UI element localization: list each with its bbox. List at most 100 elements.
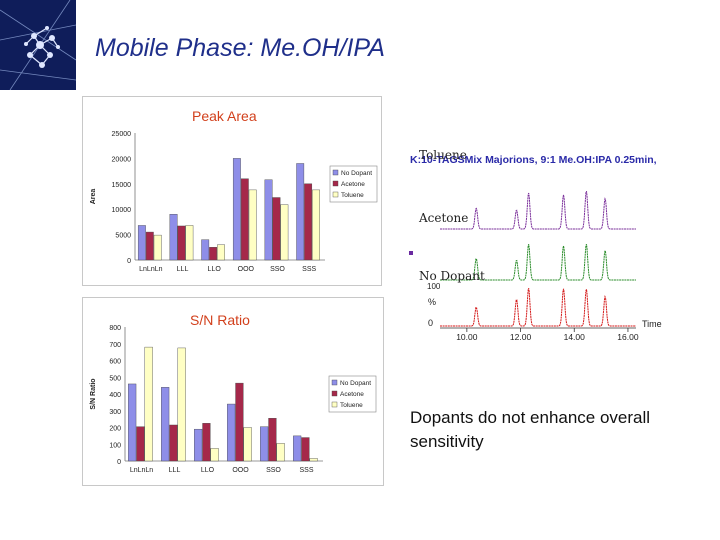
peak-area-title: Peak Area: [192, 108, 257, 124]
y-tick-label: 800: [109, 325, 121, 332]
x-tick-label: 14.00: [564, 332, 586, 342]
legend-swatch: [331, 390, 338, 397]
trace-label-acetone: Acetone: [419, 211, 469, 225]
y-tick-label: 600: [109, 359, 121, 366]
bar-acetone-lnlnln: [145, 231, 154, 261]
bar-no-dopant-sss: [296, 163, 305, 261]
trace-marker: [409, 251, 413, 255]
y-label-zero: 0: [428, 318, 433, 328]
x-tick-label: OOO: [238, 266, 255, 273]
x-axis-label: Time: [642, 319, 662, 329]
y-tick-label: 0: [127, 258, 131, 265]
y-tick-label: 500: [109, 375, 121, 382]
bar-acetone-sss: [301, 437, 310, 462]
x-tick-label: LnLnLn: [139, 266, 162, 273]
y-tick-label: 400: [109, 392, 121, 399]
y-tick-label: 200: [109, 426, 121, 433]
chromatogram-header: K:10-TAGSMix Majorions, 9:1 Me.OH:IPA 0.…: [410, 154, 657, 166]
bar-acetone-lll: [169, 424, 178, 462]
legend-label: Toluene: [341, 192, 364, 199]
bar-toluene-lnlnln: [144, 346, 153, 462]
bar-acetone-lnlnln: [136, 426, 145, 462]
sn-ratio-title: S/N Ratio: [190, 312, 250, 328]
legend-swatch: [332, 191, 339, 198]
bar-toluene-sss: [312, 189, 320, 261]
conclusion-note: Dopants do not enhance overall sensitivi…: [410, 408, 651, 451]
bar-toluene-sso: [276, 443, 285, 462]
x-tick-label: SSO: [266, 467, 281, 474]
bar-acetone-llo: [202, 423, 211, 462]
bar-no-dopant-ooo: [227, 403, 236, 462]
sn-ratio-panel: S/N Ratio 0 100 200 300 400 500 600 700 800 LnLnLn…: [82, 297, 384, 486]
bar-acetone-sso: [272, 197, 281, 261]
x-tick-label: LLO: [201, 467, 215, 474]
y-label-percent: %: [428, 297, 436, 307]
legend-label: No Dopant: [340, 380, 371, 387]
legend-swatch: [331, 379, 338, 386]
trace-label-no-dopant: No Dopant: [419, 269, 485, 283]
y-tick-label: 20000: [112, 156, 132, 163]
bar-no-dopant-ooo: [232, 158, 241, 261]
bar-toluene-ooo: [243, 427, 252, 462]
bar-toluene-lll: [185, 225, 194, 261]
legend-label: Acetone: [341, 181, 365, 188]
bar-acetone-lll: [177, 225, 186, 261]
bar-no-dopant-lll: [161, 387, 170, 462]
chromatogram: K:10-TAGSMix Majorions, 9:1 Me.OH:IPA 0.…: [409, 154, 662, 342]
y-tick-label: 700: [109, 342, 121, 349]
bar-toluene-lnlnln: [153, 234, 162, 261]
bar-toluene-sso: [280, 204, 289, 261]
bar-acetone-llo: [209, 247, 218, 261]
peak-area-chart: Area 0 5000 10000 15000 20000 25000 LnLnLn LLL LL…: [90, 131, 378, 273]
legend-label: No Dopant: [341, 170, 372, 177]
y-tick-label: 25000: [112, 131, 132, 138]
x-tick-label: SSS: [299, 467, 313, 474]
bar-toluene-sss: [309, 458, 318, 462]
x-tick-label: 10.00: [456, 332, 478, 342]
x-tick-label: SSO: [270, 266, 285, 273]
y-tick-label: 15000: [112, 182, 132, 189]
y-label-100: 100: [427, 282, 441, 291]
bar-no-dopant-lnlnln: [137, 225, 146, 261]
y-tick-label: 10000: [112, 207, 132, 214]
bar-acetone-ooo: [240, 178, 249, 261]
x-tick-label: OOO: [232, 467, 249, 474]
legend-label: Toluene: [340, 402, 363, 409]
bar-acetone-ooo: [235, 382, 244, 462]
legend-swatch: [332, 180, 339, 187]
x-tick-label: 12.00: [510, 332, 532, 342]
trace-acetone: [440, 244, 636, 281]
x-tick-label: LLO: [208, 266, 222, 273]
x-tick-label: 16.00: [617, 332, 639, 342]
sn-ratio-chart: S/N Ratio 0 100 200 300 400 500 600 700 800 LnLnLn…: [90, 325, 377, 474]
bar-acetone-sss: [304, 183, 313, 261]
y-tick-label: 0: [117, 459, 121, 466]
legend-swatch: [332, 169, 339, 176]
x-tick-label: SSS: [302, 266, 316, 273]
x-tick-label: LLL: [177, 266, 189, 273]
bar-no-dopant-sso: [264, 179, 273, 261]
bar-no-dopant-lnlnln: [128, 383, 137, 462]
bar-no-dopant-llo: [194, 428, 203, 462]
bar-no-dopant-llo: [201, 239, 210, 261]
y-tick-label: 5000: [115, 233, 131, 240]
bar-no-dopant-sso: [260, 426, 269, 462]
x-tick-label: LLL: [169, 467, 181, 474]
corner-decoration: [0, 0, 76, 90]
bar-toluene-ooo: [248, 189, 257, 261]
y-axis-label: S/N Ratio: [90, 378, 97, 409]
bar-toluene-lll: [177, 347, 186, 462]
bar-acetone-sso: [268, 418, 277, 462]
legend-label: Acetone: [340, 391, 364, 398]
y-tick-label: 100: [109, 442, 121, 449]
bar-toluene-llo: [217, 244, 225, 261]
bar-no-dopant-sss: [293, 435, 302, 462]
peak-area-panel: Area 0 5000 10000 15000 20000 25000 LnLnLn LLL LL…: [82, 96, 382, 286]
trace-toluene: [440, 191, 636, 230]
bar-no-dopant-lll: [169, 214, 178, 261]
slide-title: Mobile Phase: Me.OH/IPA: [95, 34, 385, 62]
y-tick-label: 300: [109, 409, 121, 416]
legend-swatch: [331, 401, 338, 408]
x-tick-label: LnLnLn: [130, 467, 153, 474]
trace-no-dopant: [440, 288, 636, 327]
